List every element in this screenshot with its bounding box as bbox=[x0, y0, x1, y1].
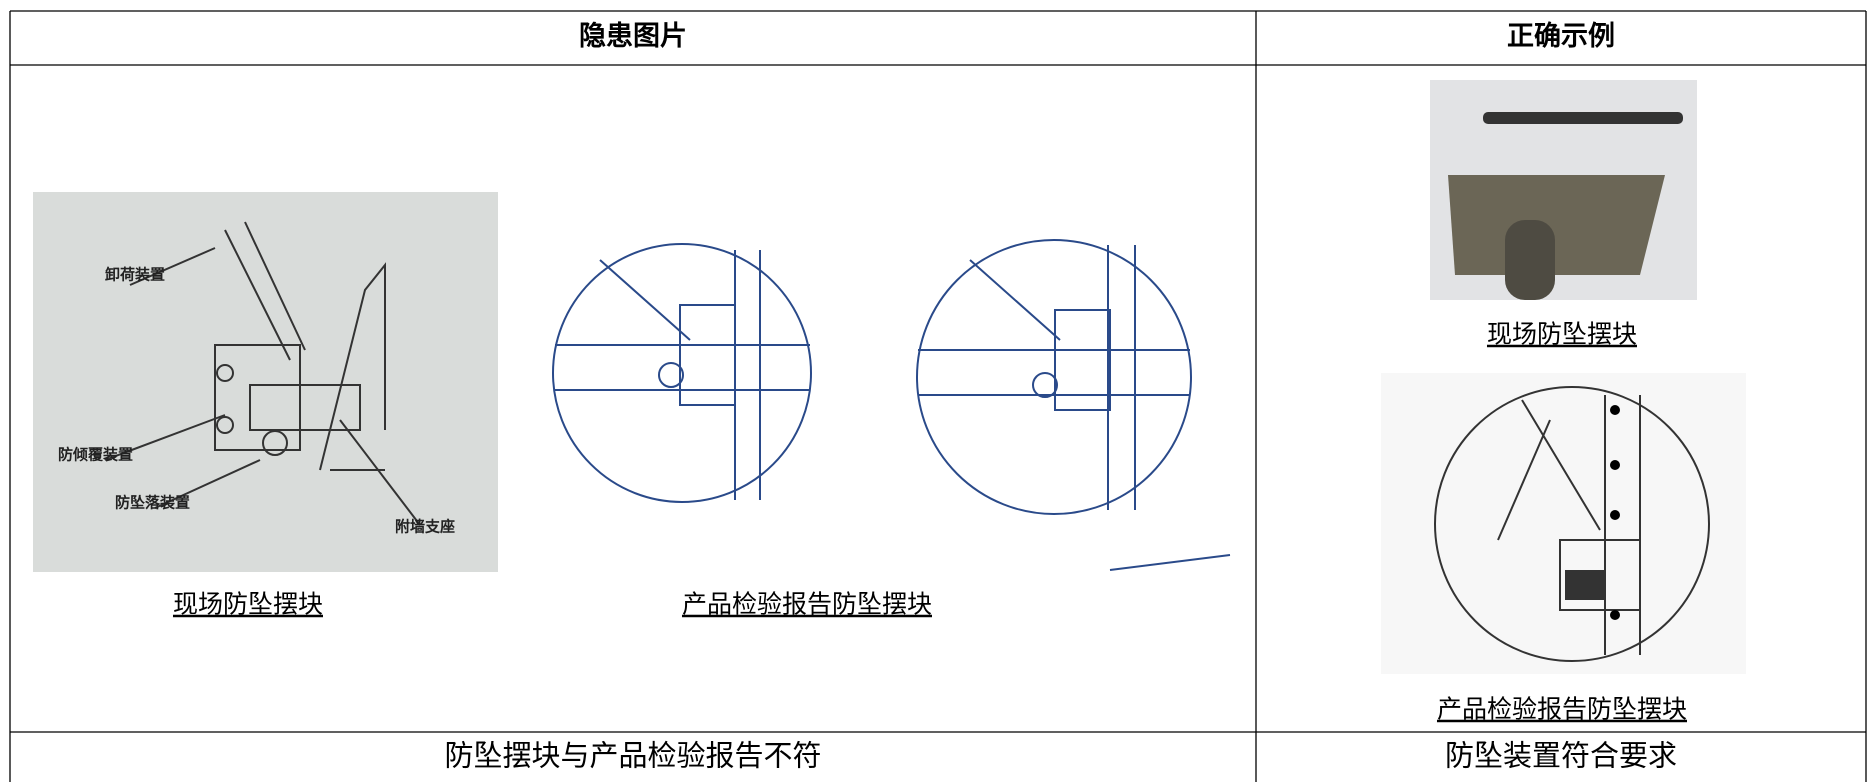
correct-drawing bbox=[1381, 373, 1746, 674]
photo-label: 卸荷装置 bbox=[105, 265, 165, 283]
photo-label: 附墙支座 bbox=[395, 517, 455, 535]
footer-cell: 防坠装置符合要求 bbox=[1445, 740, 1677, 773]
caption: 产品检验报告防坠摆块 bbox=[1437, 696, 1687, 724]
correct-photo bbox=[1430, 80, 1697, 300]
photo-label: 防坠落装置 bbox=[115, 493, 190, 511]
report-drawing bbox=[552, 239, 1231, 571]
header-cell: 隐患图片 bbox=[579, 21, 687, 51]
site-photo: 卸荷装置 防倾覆装置 防坠落装置 附墙支座 bbox=[33, 192, 498, 572]
table-grid bbox=[9, 10, 1867, 782]
header-cell: 正确示例 bbox=[1507, 20, 1615, 51]
caption: 现场防坠摆块 bbox=[173, 591, 323, 619]
photo-label: 防倾覆装置 bbox=[58, 445, 133, 463]
caption: 现场防坠摆块 bbox=[1487, 321, 1637, 349]
caption: 产品检验报告防坠摆块 bbox=[682, 591, 932, 619]
footer-cell: 防坠摆块与产品检验报告不符 bbox=[444, 740, 821, 773]
